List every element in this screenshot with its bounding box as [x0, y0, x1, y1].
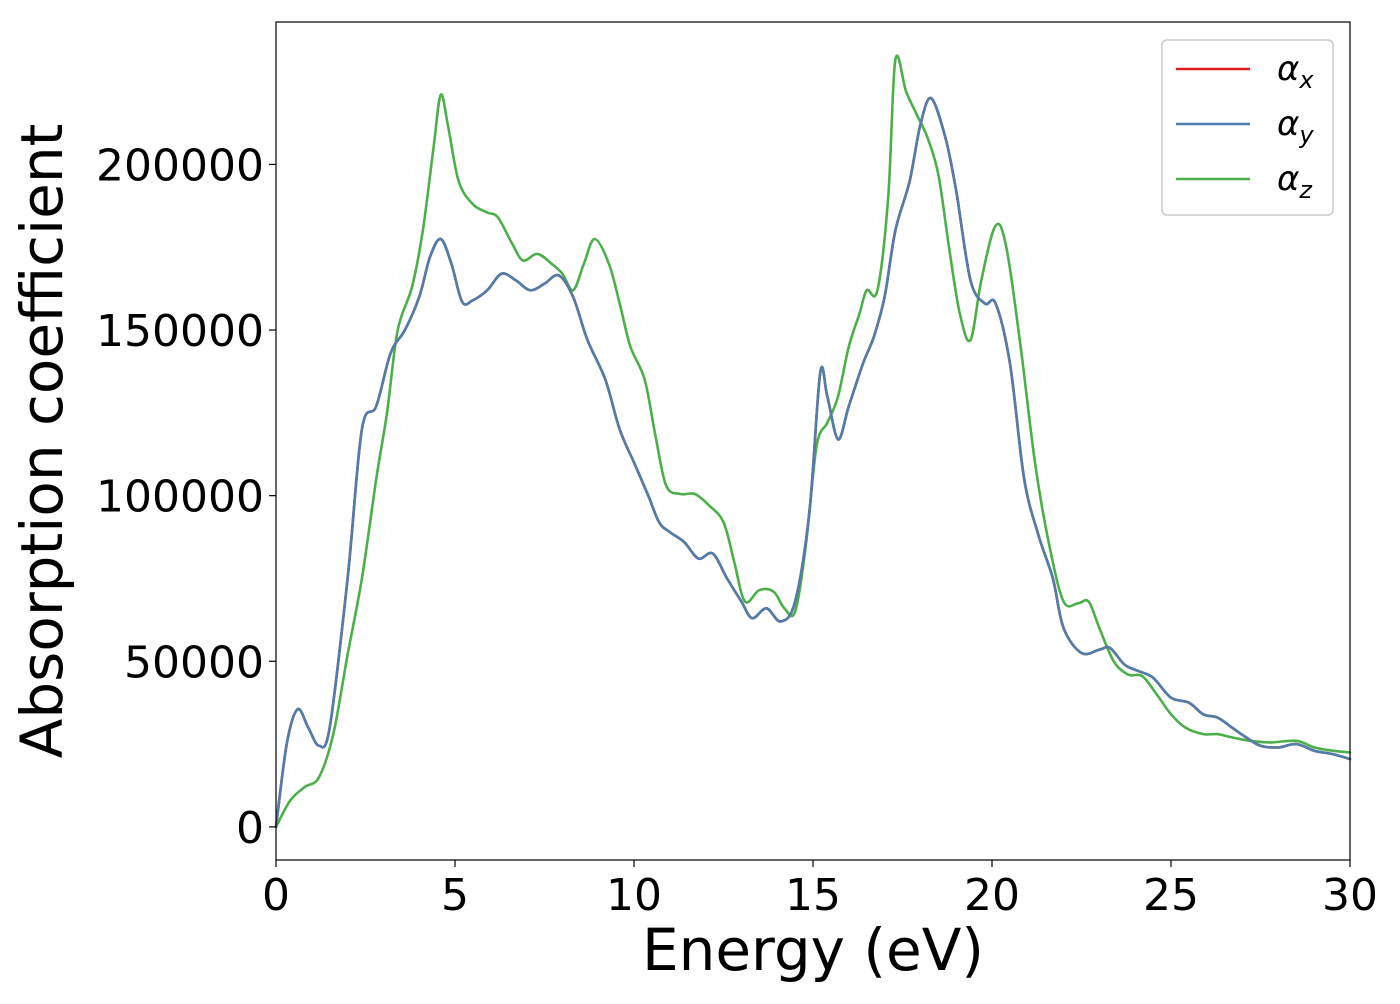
series-line-alpha-y — [274, 96, 1352, 829]
y-tick-label: 150000 — [96, 306, 264, 357]
x-tick-label: 25 — [1143, 870, 1199, 921]
x-tick-label: 5 — [441, 870, 469, 921]
y-tick-label: 100000 — [96, 472, 264, 523]
x-axis-ticks: 0 5 10 15 20 25 30 — [262, 860, 1378, 921]
x-tick-label: 15 — [785, 870, 841, 921]
legend-label-alpha-y: αy — [1277, 104, 1314, 149]
x-tick-label: 20 — [964, 870, 1020, 921]
y-tick-label: 200000 — [96, 140, 264, 191]
x-tick-label: 10 — [606, 870, 662, 921]
x-axis-title: Energy (eV) — [642, 916, 984, 984]
legend-label-alpha-x: αx — [1277, 49, 1314, 94]
series-line-alpha-z — [274, 54, 1352, 829]
y-axis-title: Absorption coefficient — [8, 124, 76, 759]
y-tick-label: 0 — [236, 803, 264, 854]
x-tick-label: 0 — [262, 870, 290, 921]
legend-box — [1161, 39, 1334, 216]
y-tick-label: 50000 — [124, 637, 264, 688]
series-layer — [274, 54, 1352, 829]
y-axis-ticks: 0 50000 100000 150000 200000 — [96, 140, 276, 854]
x-tick-label: 30 — [1322, 870, 1378, 921]
